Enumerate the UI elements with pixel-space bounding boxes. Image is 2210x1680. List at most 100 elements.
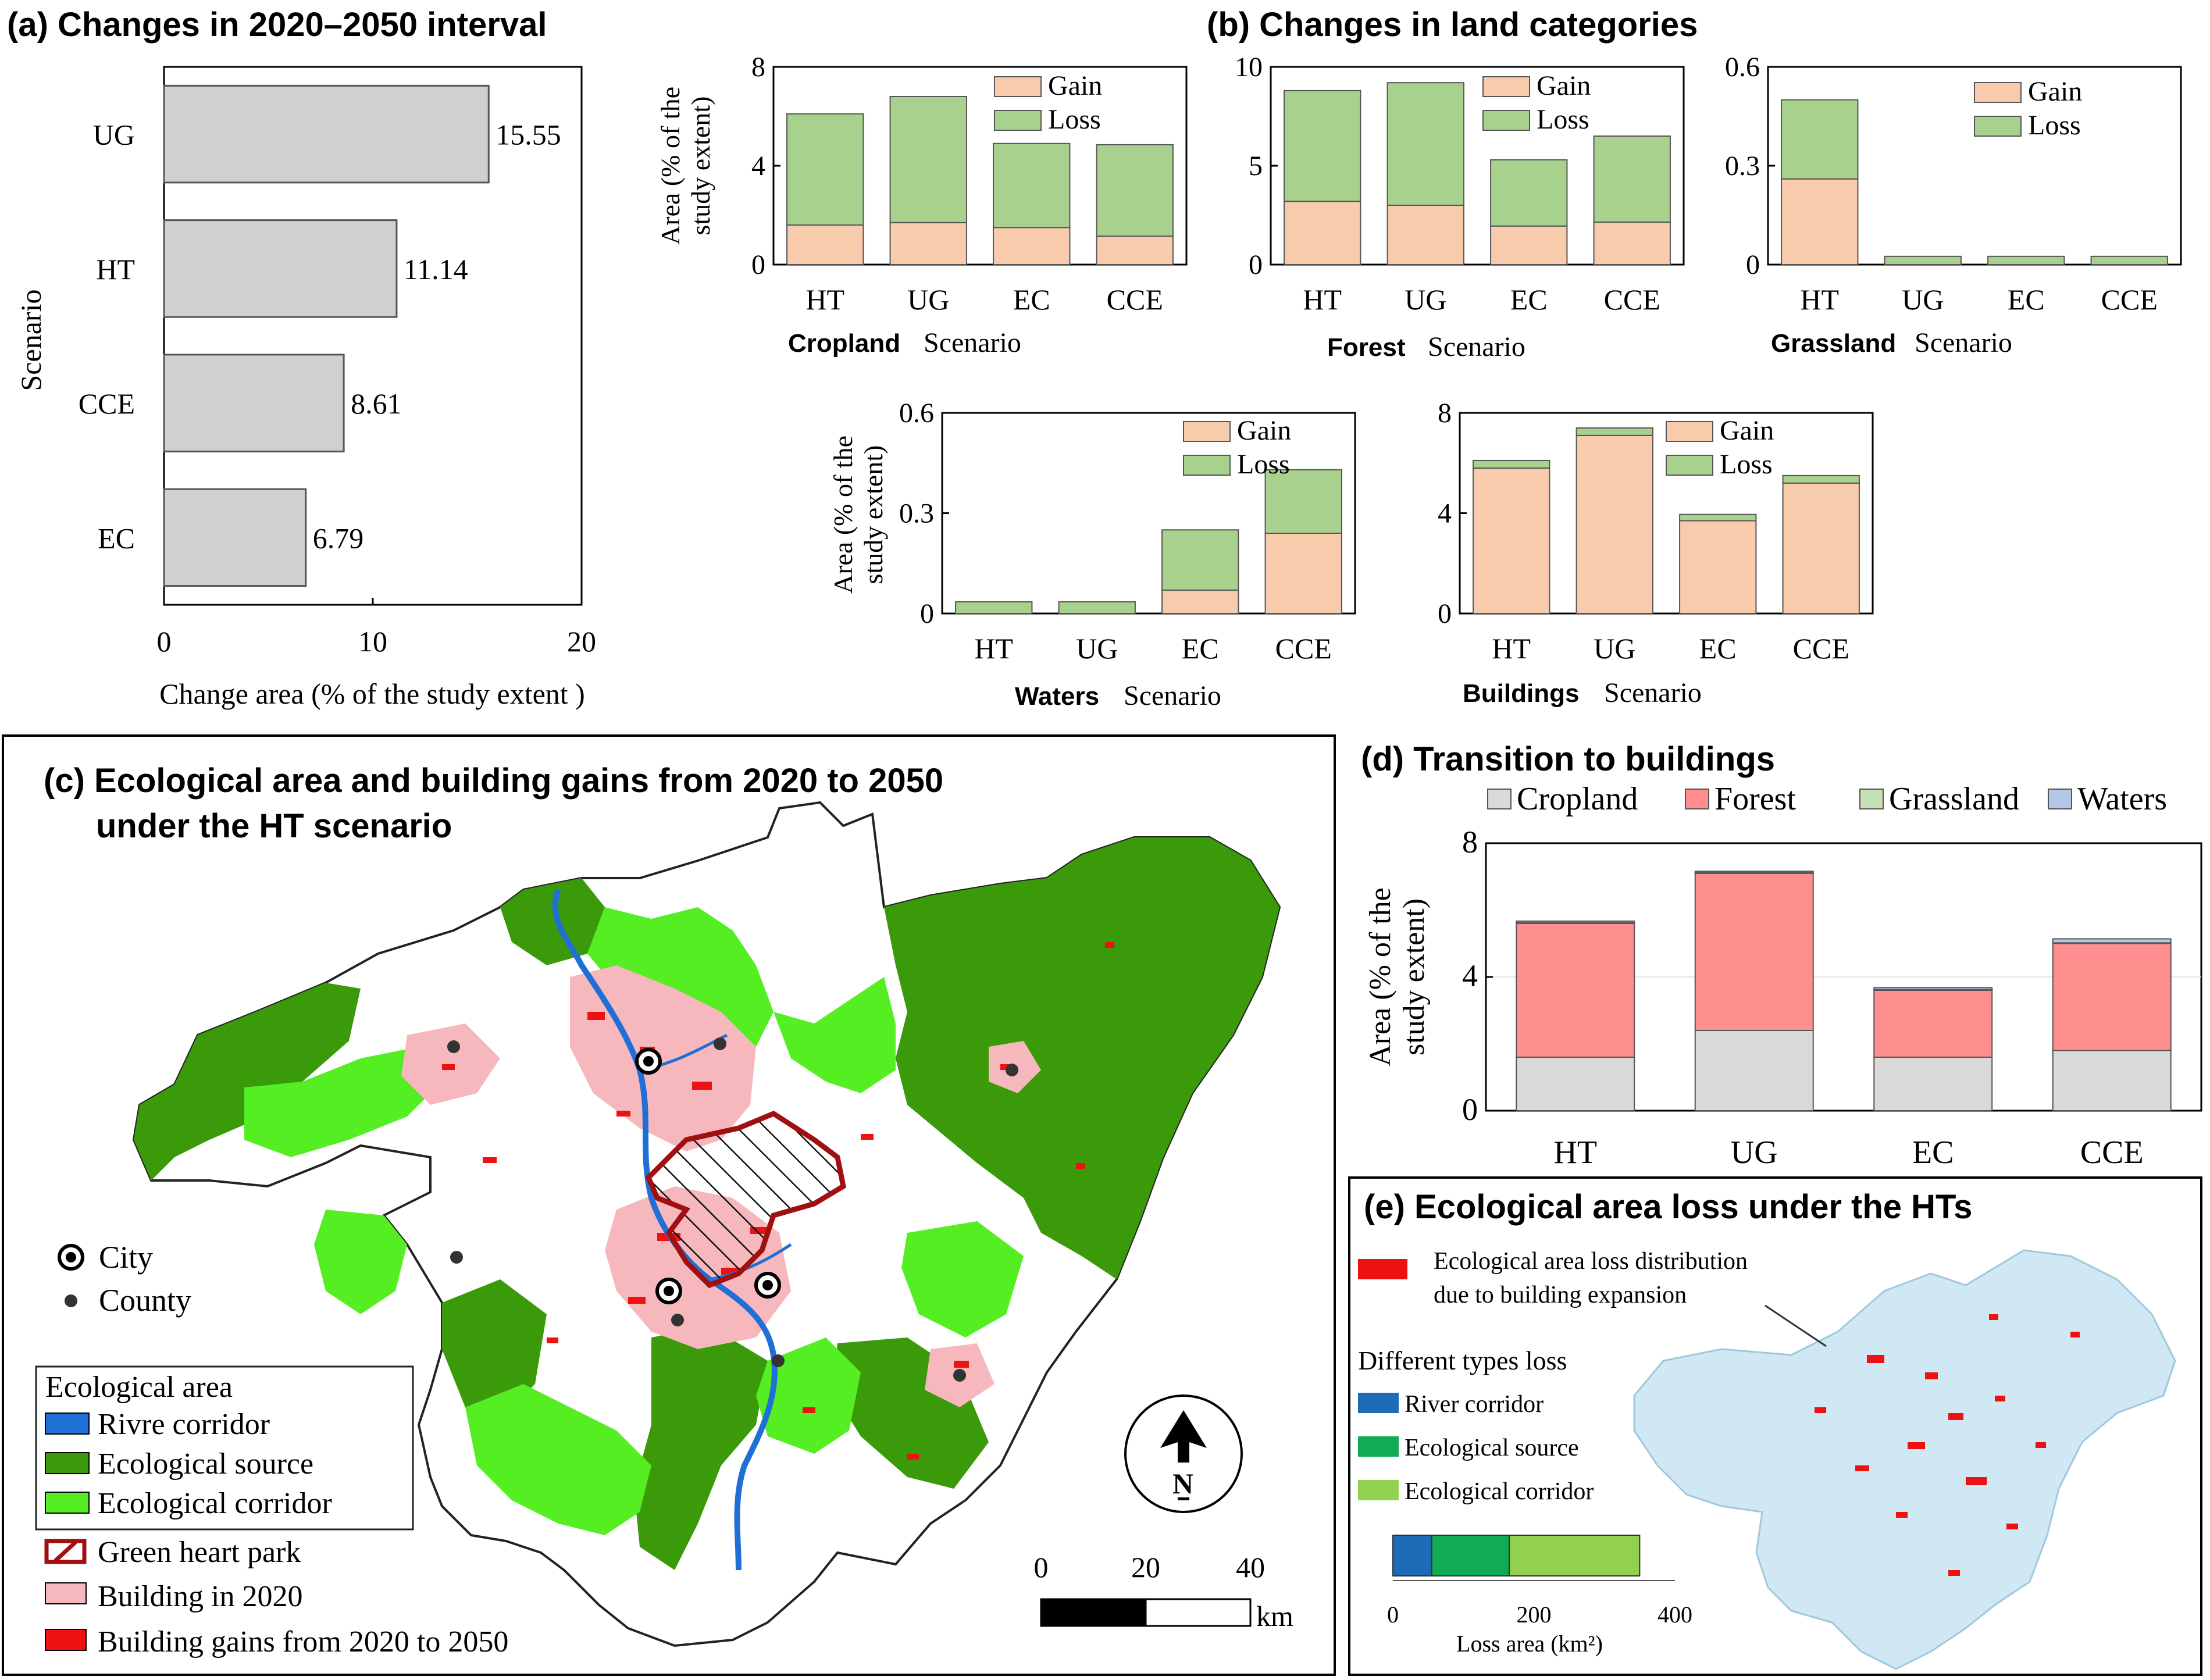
legend-park-swatch [44,1539,87,1564]
transition-bar-cce-cropland [2052,1050,2172,1111]
transition-bar-ug-cropland [1694,1030,1814,1111]
forest-bar-ht-gain [1284,201,1361,266]
cropland-legend-swatch-loss [994,110,1042,131]
category-label-cce: CCE [79,387,135,420]
loss-note-swatch [1358,1259,1407,1279]
forest-legend-label-gain: Gain [1537,70,1591,101]
panel-a-bars: 15.55 UG 11.14 HT 8.61 CCE 6.79 EC 0 10 20 [79,84,596,658]
buildings-category-ug: UG [1594,632,1635,665]
transition-bar-ug-waters [1694,871,1814,873]
grassland-xword: Scenario [1915,327,2012,358]
eco-corridor-central [774,977,896,1093]
legend-bgain-swatch [45,1629,87,1651]
waters-xword: Scenario [1124,680,1221,711]
buildings-category-cce: CCE [1793,632,1849,665]
panel-b-ylabel-row1-line2: study extent) [686,97,715,236]
legend-river: Rivre corridor [98,1408,270,1441]
category-label-ht: HT [96,253,135,286]
transition-category-ug: UG [1731,1135,1778,1171]
panel-e-title: (e) Ecological area loss under the HTs [1364,1188,1972,1226]
waters-bar-ec-gain [1161,589,1239,614]
grassland-legend-swatch-loss [1974,116,2022,137]
forest-bar-ug-gain [1386,205,1464,265]
legend-river-swatch [45,1413,90,1435]
eco-corridor-east [901,1221,1024,1337]
transition-legend-label-grassland: Grassland [1889,781,2019,817]
loss-corridor-label: Ecological corridor [1405,1478,1594,1505]
forest-label: Forest [1327,333,1406,362]
loss-bar-river-corridor [1392,1535,1432,1576]
scale-tick-0: 0 [1034,1551,1049,1583]
cropland-xword: Scenario [924,327,1021,358]
grassland-bar-ug-loss [1884,255,1962,266]
panel-a-ylabel: Scenario [15,290,47,391]
eco-corridor-south [756,1337,861,1454]
loss-corridor-swatch [1358,1480,1399,1500]
transition-y-tick-label-1: 4 [1462,958,1478,993]
grassland-y-tick-label-1: 0.3 [1725,151,1760,181]
legend-eco-box [35,1365,414,1531]
waters-legend-label-gain: Gain [1237,415,1291,446]
buildings-legend-swatch-gain [1666,421,1713,442]
transition-category-ht: HT [1553,1135,1597,1171]
legend-source-swatch [45,1452,90,1474]
category-label-ug: UG [93,119,135,151]
cropland-y-tick-label-1: 4 [751,151,765,181]
legend-corridor: Ecological corridor [98,1487,332,1520]
cropland-category-ug: UG [907,283,949,316]
cropland-category-cce: CCE [1107,283,1163,316]
forest-legend-swatch-gain [1482,76,1530,97]
forest-y-tick-label-0: 0 [1249,249,1263,280]
panel-a-title: (a) Changes in 2020–2050 interval [7,6,547,44]
forest-y-tick-label-1: 5 [1249,151,1263,181]
x-tick-label-20: 20 [567,625,596,658]
eco-source-east [884,837,1279,1279]
waters-bar-cce-gain [1264,533,1342,614]
loss-bar-ecological-corridor [1509,1535,1641,1576]
buildings-legend-swatch-loss [1666,455,1713,476]
scale-tick-40: 40 [1236,1551,1265,1583]
panel-a-xlabel: Change area (% of the study extent ) [159,677,585,710]
waters-category-ug: UG [1076,632,1118,665]
eco-corridor-north [587,907,774,1047]
loss-note-line2: due to building expansion [1434,1282,1687,1308]
eco-corridor-west [244,1047,442,1157]
transition-category-cce: CCE [2080,1135,2144,1171]
category-label-ec: EC [98,522,135,554]
waters-category-cce: CCE [1275,632,1332,665]
grassland-legend-label-gain: Gain [2028,76,2082,107]
loss-map-area [1633,1249,2176,1670]
legend-eco-title: Ecological area [45,1371,233,1404]
transition-bar-ec-forest [1873,990,1993,1058]
loss-bar-ecological-source [1431,1535,1510,1576]
transition-bar-ht-forest [1516,923,1635,1058]
scale-unit: km [1256,1600,1293,1632]
loss-x-tick-label-400: 400 [1658,1601,1692,1628]
scale-bar: 0 20 40 km [1034,1551,1294,1632]
transition-y-tick-label-2: 8 [1462,825,1478,859]
value-label-cce: 8.61 [351,387,402,420]
buildings-y-tick-label-0: 0 [1438,598,1452,629]
cropland-bar-ec-loss [993,142,1071,229]
transition-bar-cce-forest [2052,943,2172,1051]
forest-bar-ec-gain [1490,225,1568,266]
buildings-bar-ht-loss [1473,459,1550,469]
grassland-category-cce: CCE [2101,283,2158,316]
grassland-bar-cce-loss [2090,255,2168,266]
buildings-2020-north-city [570,965,756,1151]
legend-county: County [99,1283,191,1318]
cropland-legend-swatch-gain [994,76,1042,97]
loss-note-line1: Ecological area loss distribution [1434,1248,1748,1275]
buildings-bar-ug-gain [1575,434,1653,614]
buildings-bar-cce-loss [1782,475,1860,484]
buildings-category-ht: HT [1492,632,1531,665]
panel-d: (d) Transition to buildings Area (% of t… [1361,740,2202,1171]
panel-d-legend: Cropland Forest Grassland Waters [1487,781,2167,817]
grassland-legend-label-loss: Loss [2028,110,2081,141]
panel-e-loss-bar: 0 200 400 [1387,1535,1692,1628]
loss-x-tick-label-200: 200 [1517,1601,1552,1628]
transition-bar-ht-cropland [1516,1057,1635,1111]
forest-bar-ug-loss [1386,82,1464,206]
